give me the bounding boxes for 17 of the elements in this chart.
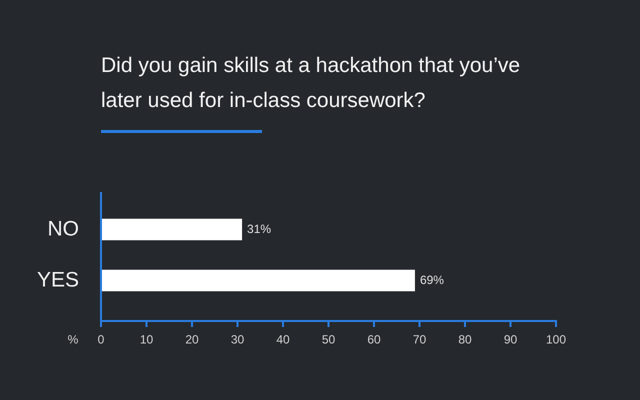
y-tick-label: NO xyxy=(48,217,79,240)
x-tick-label: 50 xyxy=(322,332,336,347)
x-tick-label: 70 xyxy=(412,332,426,347)
x-tick-label: 60 xyxy=(367,332,381,347)
x-tick-label: 90 xyxy=(504,332,518,347)
x-tick-label: 80 xyxy=(458,332,472,347)
x-tick-label: 100 xyxy=(546,332,566,347)
x-tick-label: 30 xyxy=(230,332,244,347)
x-tick-label: 0 xyxy=(98,332,105,347)
x-tick-label: 40 xyxy=(276,332,290,347)
data-label: 69% xyxy=(420,272,444,287)
data-label: 31% xyxy=(247,222,272,236)
x-axis-title: % xyxy=(68,332,79,346)
x-tick-label: 10 xyxy=(140,332,154,347)
y-tick-label: YES xyxy=(36,268,79,292)
chart-title: Did you gain skills at a hackathon that you’ve later used for in-class coursework? xyxy=(101,53,522,114)
x-tick-label: 20 xyxy=(185,332,199,347)
